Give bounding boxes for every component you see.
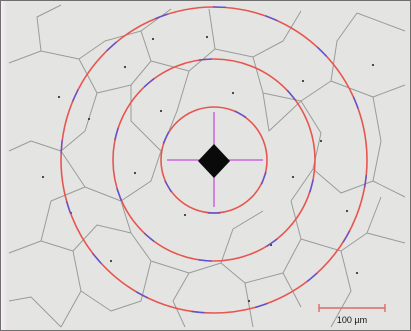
grain-boundary-2 <box>36 4 62 52</box>
intercept-tick-29 <box>317 46 328 57</box>
grain-boundary-1 <box>8 8 172 64</box>
inclusion-speck-7 <box>345 209 349 213</box>
grain-boundary-27 <box>356 12 406 32</box>
grain-boundary-13 <box>330 250 352 328</box>
inclusion-speck-14 <box>159 109 163 113</box>
inclusion-speck-17 <box>371 63 375 67</box>
intercept-tick-26 <box>155 13 169 19</box>
intercept-tick-18 <box>254 303 268 309</box>
grain-boundaries <box>8 4 406 328</box>
grain-boundary-22 <box>262 92 302 132</box>
intercept-tick-20 <box>136 291 149 299</box>
intercept-tick-23 <box>60 139 63 154</box>
intercept-tick-9 <box>143 232 155 242</box>
intercept-tick-15 <box>364 174 367 188</box>
inclusion-speck-10 <box>183 213 187 217</box>
left-edge-strip <box>1 1 7 330</box>
middle-circle <box>112 58 316 262</box>
grain-boundary-9 <box>300 100 406 198</box>
inclusion-speck-18 <box>205 35 209 39</box>
intercept-tick-16 <box>342 230 351 243</box>
intercept-tick-11 <box>114 127 119 141</box>
grain-specks <box>41 35 375 303</box>
intercept-tick-22 <box>65 200 72 214</box>
grain-boundary-12 <box>300 232 406 252</box>
intercept-tick-7 <box>266 238 278 247</box>
inclusion-speck-20 <box>123 65 127 69</box>
inclusion-speck-2 <box>87 117 91 121</box>
intercept-tick-21 <box>92 253 102 264</box>
inclusion-speck-4 <box>133 171 137 175</box>
inclusion-speck-3 <box>301 79 305 83</box>
inclusion-speck-15 <box>291 175 295 179</box>
grain-boundary-6 <box>214 10 302 58</box>
inclusion-speck-6 <box>57 95 61 99</box>
intercept-tick-17 <box>307 272 318 282</box>
grain-boundary-17 <box>60 150 132 234</box>
inclusion-speck-11 <box>319 139 323 143</box>
grain-boundary-26 <box>366 196 382 234</box>
hardness-indent <box>198 144 230 178</box>
intercept-tick-4 <box>234 110 247 118</box>
grain-boundary-20 <box>80 260 152 312</box>
intercept-tick-24 <box>72 89 79 102</box>
intercept-tick-2 <box>164 180 172 193</box>
intercept-tick-1 <box>261 171 267 185</box>
grain-boundary-4 <box>96 30 152 94</box>
inclusion-speck-8 <box>109 259 113 263</box>
intercept-tick-8 <box>198 259 212 262</box>
inclusion-speck-19 <box>355 271 359 275</box>
grain-boundary-3 <box>8 58 98 152</box>
grain-boundary-25 <box>8 296 62 328</box>
scale-bar <box>318 304 386 312</box>
intercept-tick-3 <box>162 131 170 144</box>
intercept-tick-14 <box>286 89 296 101</box>
intercept-tick-30 <box>352 96 359 109</box>
intercept-tick-25 <box>106 41 117 51</box>
inclusion-speck-1 <box>151 37 155 41</box>
intercept-ticks <box>60 6 367 314</box>
intercept-tick-19 <box>191 310 205 314</box>
grain-boundary-7 <box>252 12 358 102</box>
grain-boundary-10 <box>372 96 382 182</box>
intercept-tick-10 <box>116 188 122 201</box>
grain-boundary-24 <box>244 282 254 328</box>
inclusion-speck-13 <box>247 299 251 303</box>
intercept-tick-6 <box>309 179 314 193</box>
intercept-tick-28 <box>265 15 278 22</box>
inclusion-speck-9 <box>231 91 235 95</box>
intercept-tick-12 <box>143 78 155 88</box>
intercept-tick-13 <box>198 58 212 61</box>
grain-boundary-15 <box>220 210 264 264</box>
grain-boundary-14 <box>172 262 284 328</box>
inclusion-speck-16 <box>41 175 45 179</box>
grain-boundary-18 <box>40 186 86 242</box>
scale-bar-label: 100 µm <box>336 315 368 325</box>
